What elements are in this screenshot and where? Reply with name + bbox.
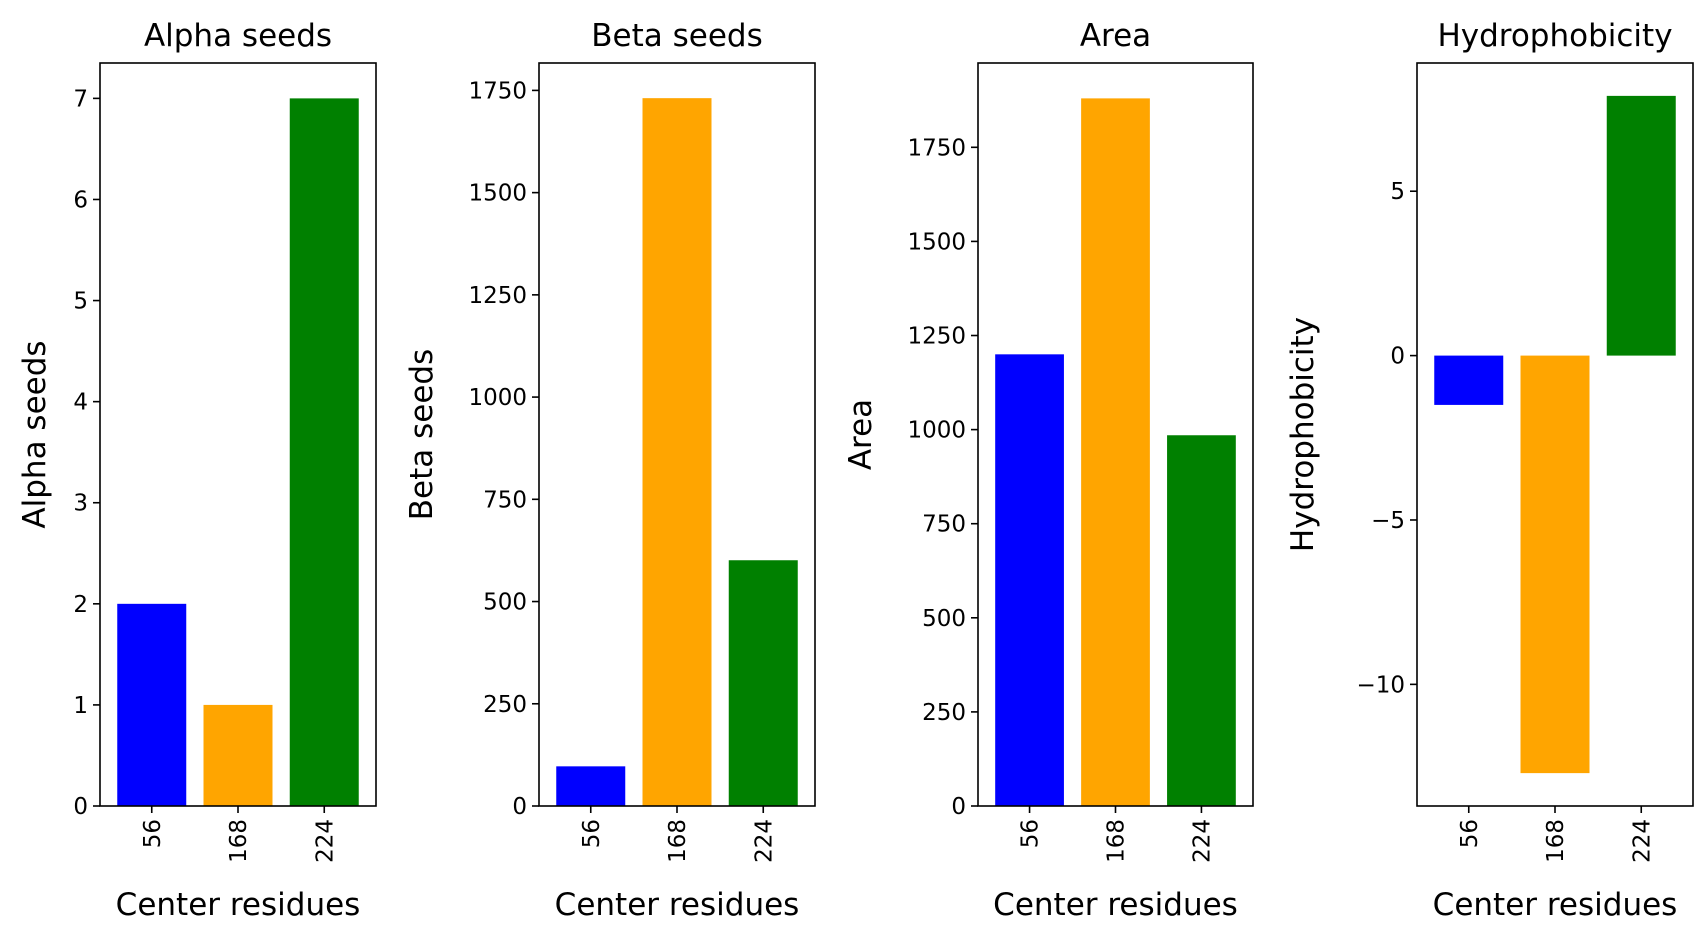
y-tick-label: 5 (73, 289, 88, 315)
y-tick-label: 0 (73, 794, 88, 820)
x-tick-label: 168 (665, 819, 691, 863)
x-tick-label: 168 (1104, 819, 1130, 863)
chart-title: Alpha seeds (144, 18, 332, 54)
chart-panel-3: 0 250 500 750 1000 1250 1500 1750 56 168 224 Area Ce… (843, 18, 1254, 923)
y-tick-label: 0 (512, 794, 527, 820)
y-tick-label: 750 (922, 512, 966, 538)
chart-title: Hydrophobicity (1437, 18, 1672, 54)
x-axis-label: Center residues (116, 887, 361, 923)
bar-168 (1520, 355, 1590, 774)
y-tick-label: 750 (483, 487, 527, 513)
x-tick-label: 168 (1543, 819, 1569, 863)
bar-224 (1606, 95, 1676, 356)
y-tick-label: 0 (951, 794, 966, 820)
bar-224 (728, 560, 798, 806)
x-tick-label: 224 (1189, 819, 1215, 863)
y-axis-label: Beta seeds (404, 349, 440, 520)
y-tick-label: 500 (483, 590, 527, 616)
y-tick-label: 1000 (907, 418, 966, 444)
y-tick-label: 1000 (468, 385, 527, 411)
bar-56 (556, 766, 626, 806)
y-tick-label: 1750 (468, 78, 527, 104)
chart-panel-2: 0 250 500 750 1000 1250 1500 1750 56 168 224 Beta s… (404, 18, 816, 923)
y-axis-label: Alpha seeds (17, 340, 53, 528)
bar-56 (1434, 355, 1504, 405)
bar-56 (117, 603, 187, 806)
y-tick-label: 1250 (907, 324, 966, 350)
y-tick-label: −10 (1356, 672, 1405, 698)
y-tick-label: 1500 (468, 181, 527, 207)
x-tick-label: 56 (1018, 819, 1044, 848)
x-tick-label: 224 (312, 819, 338, 863)
bar-168 (203, 704, 273, 806)
y-tick-label: 3 (73, 491, 88, 517)
x-tick-label: 56 (579, 819, 605, 848)
y-tick-label: 1 (73, 693, 88, 719)
y-tick-label: 250 (922, 700, 966, 726)
chart-title: Beta seeds (591, 18, 762, 54)
chart-title: Area (1080, 18, 1151, 54)
x-tick-label: 224 (751, 819, 777, 863)
y-tick-label: 250 (483, 692, 527, 718)
y-axis-label: Area (843, 399, 879, 470)
y-tick-label: 0 (1390, 344, 1405, 370)
x-tick-label: 224 (1629, 819, 1655, 863)
chart-panel-4: −10 −5 0 5 56 168 224 Hydrophobicity Center resi… (1285, 18, 1694, 923)
bar-224 (289, 98, 359, 806)
bar-168 (1081, 98, 1150, 806)
y-tick-label: −5 (1371, 508, 1405, 534)
bar-224 (1167, 435, 1236, 806)
y-tick-label: 1250 (468, 283, 527, 309)
y-axis-label: Hydrophobicity (1285, 317, 1321, 552)
y-tick-label: 4 (73, 390, 88, 416)
y-tick-label: 500 (922, 606, 966, 632)
bar-168 (642, 98, 712, 807)
x-tick-label: 56 (1457, 819, 1483, 848)
x-axis-label: Center residues (993, 887, 1238, 923)
y-tick-label: 1750 (907, 135, 966, 161)
x-axis-label: Center residues (1433, 887, 1678, 923)
x-tick-label: 168 (226, 819, 252, 863)
y-tick-label: 2 (73, 592, 88, 618)
y-tick-label: 7 (73, 86, 88, 112)
x-axis-label: Center residues (555, 887, 800, 923)
y-tick-label: 5 (1390, 179, 1405, 205)
y-tick-label: 6 (73, 187, 88, 213)
x-tick-label: 56 (140, 819, 166, 848)
bar-56 (995, 354, 1064, 806)
y-tick-label: 1500 (907, 229, 966, 255)
